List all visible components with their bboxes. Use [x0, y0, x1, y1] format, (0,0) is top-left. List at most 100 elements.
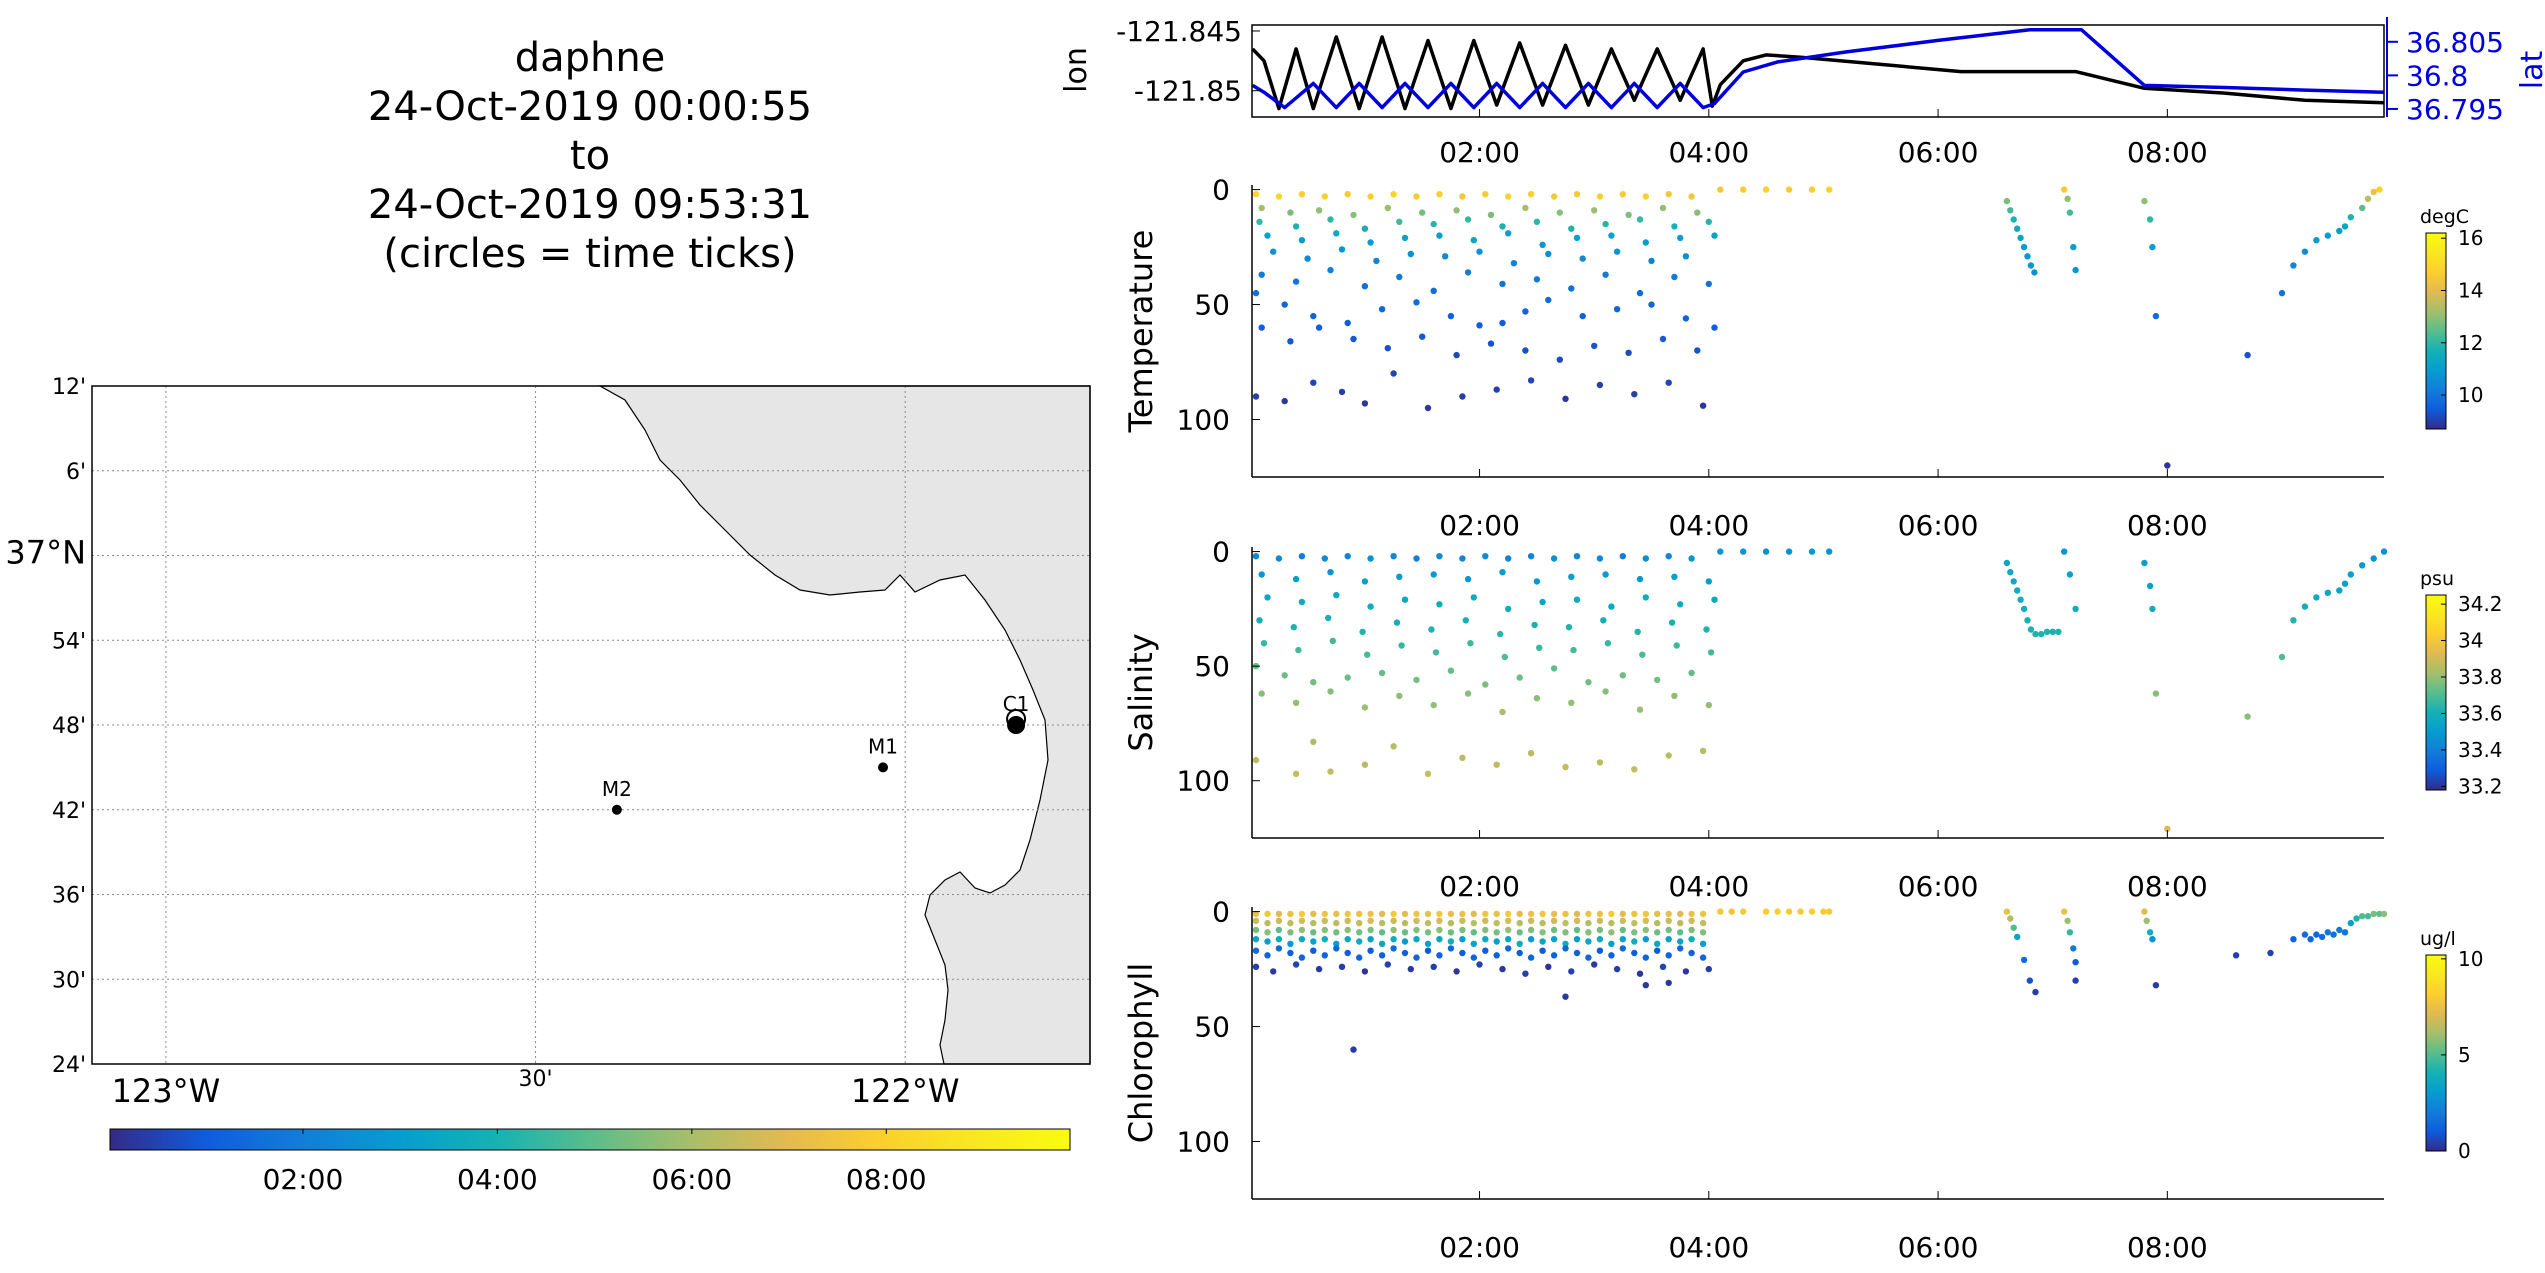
- temperature-data-point: [1613, 248, 1621, 255]
- temperature-colorbar-tick-label: 14: [2458, 278, 2483, 302]
- salinity-data-point: [1570, 646, 1577, 654]
- salinity-data-point: [1505, 605, 1512, 613]
- chlorophyll-data-point: [1321, 917, 1329, 924]
- chlorophyll-data-point: [1573, 936, 1581, 943]
- salinity-data-point: [1398, 642, 1405, 649]
- chlorophyll-data-point: [1608, 952, 1615, 959]
- temperature-data-point: [1390, 191, 1397, 198]
- map-lat-tick-label: 54': [52, 629, 86, 654]
- chlorophyll-data-point: [2026, 977, 2034, 984]
- salinity-data-point: [1699, 747, 1707, 755]
- temperature-data-point: [2014, 225, 2021, 232]
- salinity-data-point: [1550, 665, 1558, 672]
- salinity-data-point: [1596, 555, 1604, 562]
- temperature-data-point: [1533, 276, 1541, 283]
- chlorophyll-data-point: [1573, 926, 1581, 934]
- salinity-data-point: [1619, 672, 1627, 679]
- salinity-data-point: [2164, 825, 2171, 832]
- chlorophyll-data-point: [1298, 926, 1306, 934]
- salinity-data-point: [1562, 763, 1569, 771]
- salinity-data-point: [2370, 555, 2377, 562]
- chlorophyll-data-point: [1677, 938, 1684, 945]
- salinity-colorbar-tick-label: 33.2: [2458, 774, 2503, 798]
- temperature-data-point: [1401, 234, 1409, 242]
- salinity-data-point: [1470, 594, 1478, 601]
- salinity-data-point: [1531, 621, 1538, 629]
- chlorophyll-data-point: [1424, 940, 1432, 947]
- chlorophyll-data-point: [1493, 919, 1500, 927]
- chlorophyll-data-point: [1482, 910, 1489, 918]
- salinity-data-point: [1325, 614, 1332, 622]
- chlorophyll-data-point: [1608, 919, 1615, 927]
- salinity-data-point: [1654, 676, 1661, 684]
- chlorophyll-data-point: [1654, 947, 1661, 954]
- x-tick-label: 02:00: [1439, 1231, 1520, 1264]
- temperature-data-point: [1436, 191, 1443, 198]
- salinity-data-point: [1717, 548, 1724, 555]
- chlorophyll-data-point: [1585, 910, 1592, 918]
- chlorophyll-data-point: [2020, 956, 2028, 964]
- time-colorbar-tick-label: 06:00: [651, 1163, 732, 1196]
- chlorophyll-data-point: [1292, 961, 1300, 968]
- temperature-data-point: [2341, 223, 2349, 230]
- chlorophyll-data-point: [1252, 947, 1260, 954]
- chlorophyll-data-point: [1350, 1046, 1357, 1053]
- chlorophyll-data-point: [1413, 917, 1420, 924]
- chlorophyll-data-point: [1516, 910, 1523, 918]
- temperature-data-point: [1442, 253, 1449, 260]
- chlorophyll-data-point: [1774, 908, 1781, 915]
- temperature-data-point: [1545, 250, 1552, 258]
- chlorophyll-data-point: [1453, 968, 1460, 975]
- chlorophyll-data-point: [1505, 926, 1512, 934]
- temperature-data-point: [2061, 186, 2068, 193]
- temperature-data-point: [1573, 191, 1581, 198]
- salinity-data-point: [1393, 619, 1401, 626]
- temperature-data-point: [2370, 188, 2377, 196]
- chlorophyll-data-point: [1447, 910, 1455, 918]
- salinity-data-point: [2244, 713, 2251, 720]
- salinity-data-point: [2313, 594, 2320, 601]
- salinity-colorbar-tick-label: 33.6: [2458, 701, 2503, 725]
- x-tick-label: 08:00: [2127, 870, 2208, 903]
- salinity-data-point: [1631, 766, 1638, 773]
- temperature-data-point: [1579, 312, 1586, 320]
- chlorophyll-data-point: [1505, 945, 1512, 952]
- salinity-data-point: [1298, 553, 1306, 560]
- salinity-data-point: [1539, 598, 1546, 606]
- salinity-data-point: [1436, 553, 1443, 560]
- map-lat-tick-label: 48': [52, 714, 86, 739]
- chlorophyll-data-point: [1527, 926, 1535, 934]
- salinity-data-point: [2055, 628, 2062, 635]
- chlorophyll-data-point: [1608, 940, 1615, 947]
- chlorophyll-data-point: [2007, 915, 2014, 922]
- chlorophyll-data-point: [1390, 945, 1397, 952]
- chlorophyll-data-point: [1407, 965, 1415, 973]
- chlorophyll-data-point: [1539, 910, 1546, 918]
- temperature-data-point: [1711, 324, 1718, 331]
- chlorophyll-data-point: [2149, 936, 2156, 943]
- chlorophyll-data-point: [1527, 936, 1535, 943]
- chlorophyll-data-point: [1378, 940, 1386, 947]
- chlorophyll-data-point: [1447, 929, 1455, 936]
- salinity-data-point: [1677, 601, 1684, 608]
- chlorophyll-data-point: [2318, 933, 2326, 941]
- title-line-vehicle: daphne: [514, 35, 666, 81]
- lon-tick-label: -121.85: [1134, 75, 1242, 108]
- chlorophyll-data-point: [1367, 917, 1374, 924]
- chlorophyll-data-point: [1550, 926, 1558, 934]
- chlorophyll-colorbar-tick-label: 10: [2458, 947, 2483, 971]
- temperature-data-point: [2152, 312, 2160, 320]
- chlorophyll-data-point: [1344, 917, 1351, 924]
- chlorophyll-y-tick-label: 50: [1194, 1011, 1230, 1044]
- chlorophyll-data-point: [1688, 917, 1695, 924]
- salinity-data-point: [2061, 548, 2068, 555]
- chlorophyll-data-point: [1642, 926, 1650, 934]
- series-line-lon: [1251, 35, 2385, 111]
- salinity-colorbar-tick-label: 33.8: [2458, 665, 2503, 689]
- chlorophyll-data-point: [1333, 919, 1340, 927]
- chlorophyll-data-point: [1539, 929, 1546, 936]
- chlorophyll-data-point: [2347, 919, 2354, 927]
- salinity-data-point: [1464, 690, 1472, 697]
- temperature-colorbar: [2425, 232, 2447, 430]
